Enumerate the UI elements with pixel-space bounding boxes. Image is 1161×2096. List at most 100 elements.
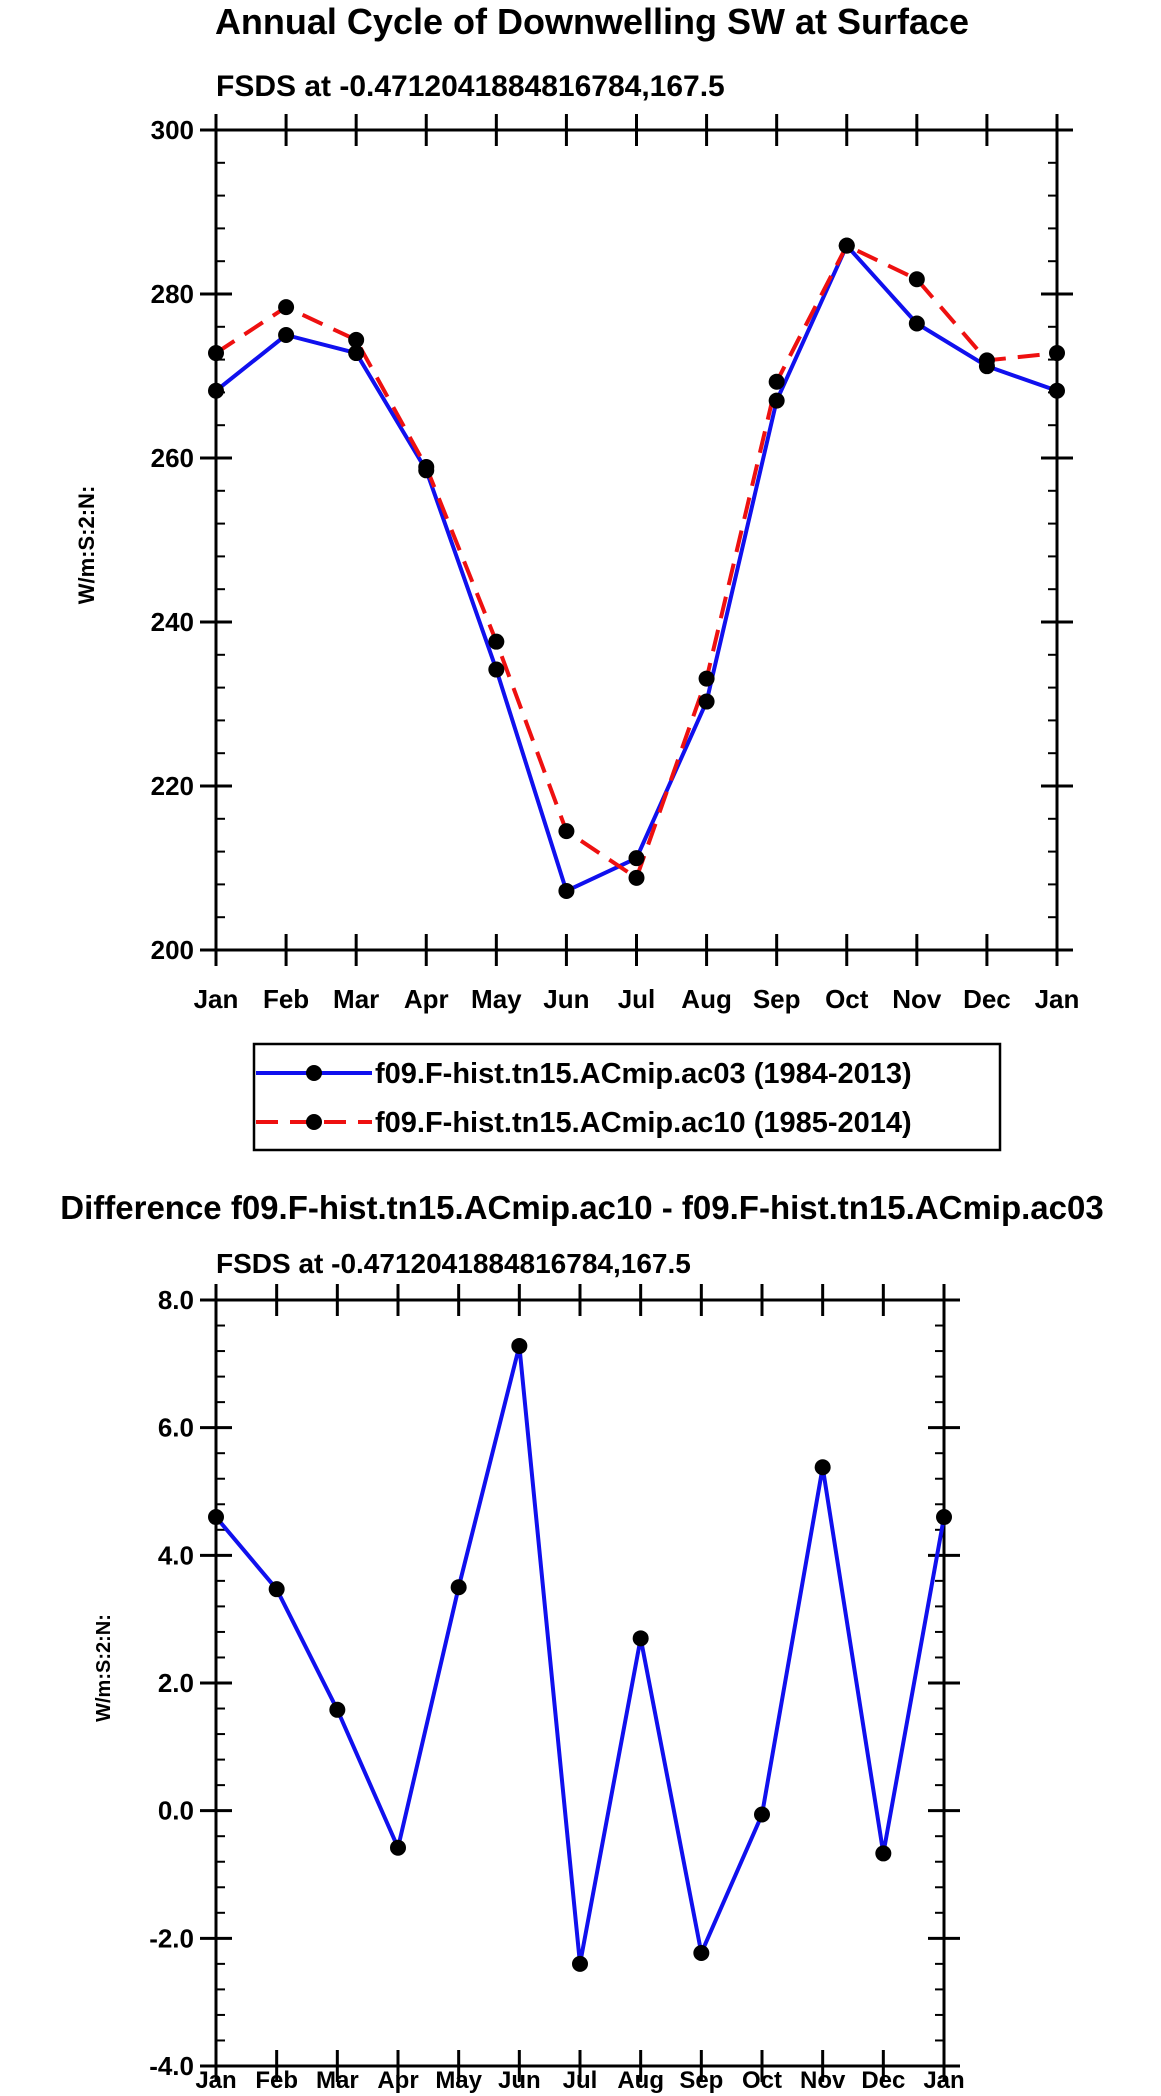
y-tick-label: -4.0 [149,2051,194,2081]
x-tick-label: Aug [681,984,732,1014]
y-tick-label: 220 [151,771,194,801]
chart1-tick-marks [200,114,1073,966]
x-tick-label: Dec [861,2067,905,2094]
x-tick-label: Jan [923,2067,964,2094]
y-tick-label: 200 [151,935,194,965]
x-tick-label: Oct [825,984,869,1014]
data-point-s0-2 [348,345,365,362]
x-tick-label: Jan [194,984,239,1014]
data-point-s1-7 [698,670,715,687]
data-point-s0-3 [390,1839,406,1856]
x-tick-label: Mar [316,2067,359,2094]
x-tick-label: Sep [679,2067,723,2094]
data-point-s0-2 [329,1701,346,1718]
chart1-subtitle: FSDS at -0.4712041884816784,167.5 [216,70,725,103]
data-point-s0-5 [511,1337,528,1354]
legend-marker-ac10 [306,1114,322,1130]
chart2-series-group [208,1337,952,1972]
x-tick-label: Feb [263,984,309,1014]
data-point-s0-7 [698,693,715,710]
x-tick-label: Sep [753,984,801,1014]
x-tick-label: May [471,984,522,1014]
data-point-s0-8 [693,1945,710,1962]
series-line-1 [214,243,1058,880]
y-tick-label: 0.0 [158,1796,194,1826]
data-point-s1-6 [628,869,645,886]
data-point-s0-7 [632,1630,649,1647]
x-tick-label: Nov [800,2067,846,2094]
x-tick-label: Dec [963,984,1011,1014]
chart1-legend: f09.F-hist.tn15.ACmip.ac03 (1984-2013) f… [252,1042,1002,1152]
data-point-s1-2 [348,331,365,348]
x-tick-label: Jul [618,984,656,1014]
chart2-y-tick-labels: -4.0 -2.0 0.0 2.0 4.0 6.0 8.0 [149,1285,194,2081]
x-tick-label: Oct [742,2067,782,2094]
y-tick-label: 4.0 [158,1540,194,1570]
data-point-s0-10 [908,315,925,332]
data-point-s0-12 [1049,382,1065,399]
y-tick-label: 260 [151,443,194,473]
legend-label-ac03: f09.F-hist.tn15.ACmip.ac03 (1984-2013) [375,1058,912,1090]
legend-label-ac10: f09.F-hist.tn15.ACmip.ac10 (1985-2014) [375,1107,912,1139]
data-point-s0-0 [208,382,224,399]
x-tick-label: Jun [543,984,589,1014]
chart2-plot-frame [214,1298,946,2068]
data-point-s1-1 [278,299,295,316]
chart1-y-tick-labels: 200 220 240 260 280 300 [151,115,194,965]
data-point-s0-6 [628,850,645,867]
x-tick-label: Nov [892,984,942,1014]
series-line-0 [214,1343,946,1966]
data-point-s1-5 [558,823,575,840]
x-tick-label: Apr [404,984,449,1014]
data-point-s0-12 [936,1509,952,1526]
y-tick-label: 300 [151,115,194,145]
legend-marker-ac03 [306,1065,322,1081]
data-point-s1-3 [418,459,435,476]
x-tick-label: Mar [333,984,379,1014]
y-tick-label: 8.0 [158,1285,194,1315]
data-point-s1-11 [978,352,995,369]
data-point-s0-1 [268,1581,285,1598]
x-tick-label: Jan [195,2067,236,2094]
x-tick-label: Aug [617,2067,664,2094]
data-point-s0-6 [572,1955,588,1972]
chart1-title: Annual Cycle of Downwelling SW at Surfac… [215,1,969,42]
chart1-series-group [208,237,1065,899]
chart2-x-tick-labels: Jan Feb Mar Apr May Jun Jul Aug Sep Oct Nov Dec Jan [195,2067,964,2094]
data-point-s0-11 [875,1845,892,1862]
data-point-s1-8 [768,373,785,390]
y-tick-label: 2.0 [158,1668,194,1698]
x-tick-label: Apr [377,2067,418,2094]
chart1-plot-frame [214,128,1059,952]
data-point-s0-0 [208,1509,224,1526]
data-point-s1-9 [838,237,855,254]
chart1-y-axis-label: W/m:S:2:N: [74,486,99,605]
data-point-s0-4 [450,1579,467,1596]
series-line-0 [214,243,1058,893]
data-point-s0-9 [754,1806,770,1823]
legend-box [252,1042,1002,1152]
data-point-s0-10 [814,1459,831,1476]
x-tick-label: Jun [498,2067,541,2094]
y-tick-label: 280 [151,279,194,309]
data-point-s0-4 [488,661,505,678]
chart2-title: Difference f09.F-hist.tn15.ACmip.ac10 - … [60,1189,1103,1226]
data-point-s1-10 [908,271,925,288]
y-tick-label: 240 [151,607,194,637]
x-tick-label: May [435,2067,482,2094]
data-point-s1-12 [1049,345,1065,362]
y-tick-label: -2.0 [149,1923,194,1953]
x-tick-label: Feb [255,2067,298,2094]
chart1-x-tick-labels: Jan Feb Mar Apr May Jun Jul Aug Sep Oct Nov Dec Jan [194,984,1080,1014]
data-point-s1-4 [488,633,505,650]
x-tick-label: Jan [1035,984,1080,1014]
chart2-y-axis-label: W/m:S:2:N: [93,1614,115,1722]
data-point-s0-8 [768,392,785,409]
data-point-s0-5 [558,882,575,899]
x-tick-label: Jul [563,2067,598,2094]
data-point-s0-1 [278,327,295,343]
data-point-s1-0 [208,345,224,362]
y-tick-label: 6.0 [158,1413,194,1443]
chart2-subtitle: FSDS at -0.4712041884816784,167.5 [216,1248,691,1279]
